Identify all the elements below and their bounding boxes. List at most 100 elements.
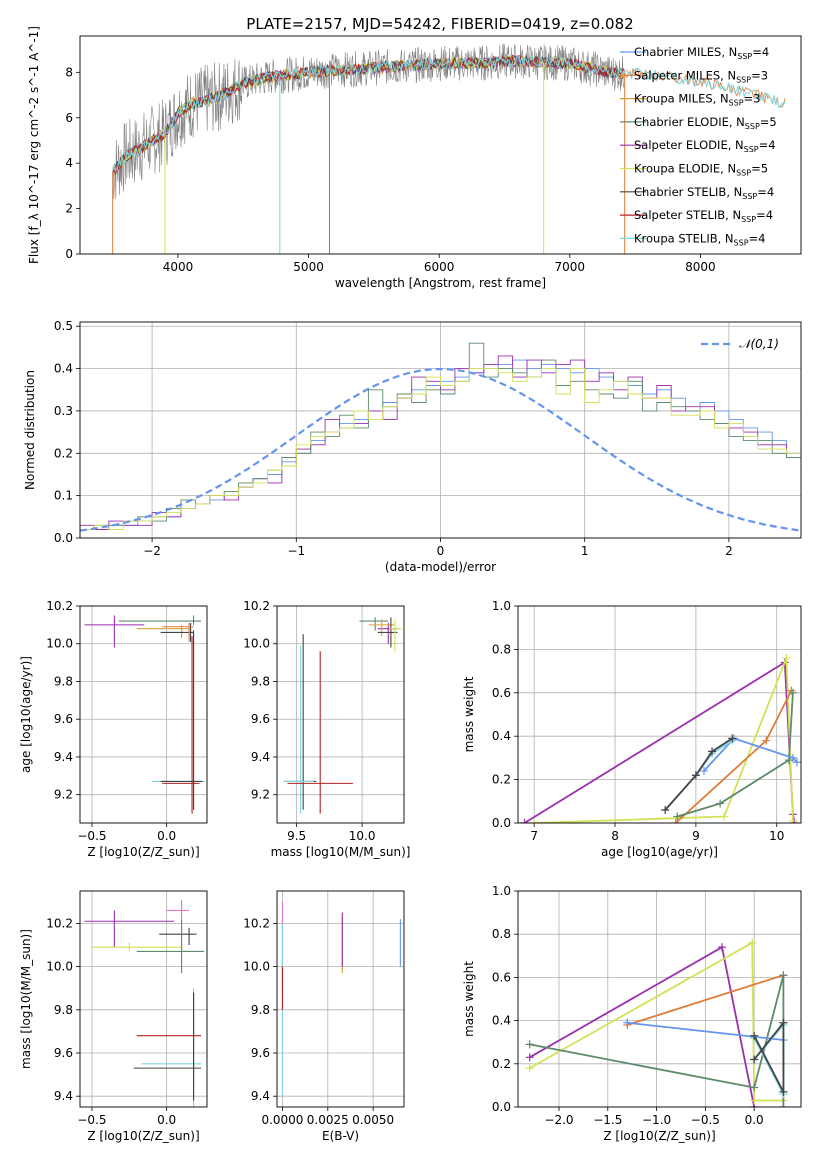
x-tick-label: 9 — [692, 829, 700, 843]
point-marker — [782, 654, 791, 663]
y-tick-label: 0.8 — [492, 642, 511, 656]
axes-frame — [79, 890, 208, 1108]
model-line — [112, 54, 786, 172]
y-axis-label: mass weight — [462, 676, 476, 752]
point-marker — [788, 688, 797, 697]
x-axis-label: Z [log10(Z/Z_sun)] — [87, 1129, 199, 1143]
x-tick-label: 0.0 — [157, 1113, 176, 1127]
legend-label: Salpeter STELIB, NSSP=4 — [634, 208, 773, 224]
plot-body — [525, 938, 788, 1107]
plot-body — [84, 615, 206, 814]
y-tick-label: 8 — [65, 65, 73, 79]
mass-weight-series — [627, 1021, 784, 1041]
y-tick-label: 9.8 — [251, 674, 270, 688]
point-marker — [748, 938, 757, 947]
point-marker — [699, 766, 708, 775]
axes-frame — [276, 605, 405, 824]
point-marker — [716, 799, 725, 808]
point-marker — [671, 819, 680, 823]
legend-label: 𝒩(0,1) — [739, 337, 779, 351]
x-tick-label: −0.5 — [77, 1113, 106, 1127]
point-marker — [525, 1053, 534, 1062]
y-tick-label: 9.2 — [54, 788, 73, 802]
plot-body — [283, 617, 402, 814]
y-tick-label: 1.0 — [492, 884, 511, 898]
axes-frame — [79, 605, 208, 824]
y-tick-label: 0.5 — [54, 319, 73, 333]
x-tick-label: 4000 — [163, 260, 194, 274]
x-axis-label: wavelength [Angstrom, rest frame] — [335, 276, 546, 290]
legend-label: Chabrier MILES, NSSP=4 — [634, 45, 769, 61]
y-tick-label: 10.0 — [243, 960, 270, 974]
x-tick-label: 8000 — [685, 260, 716, 274]
axes-frame — [79, 35, 802, 255]
legend-label: Kroupa ELODIE, NSSP=5 — [634, 162, 768, 178]
x-tick-label: 5000 — [293, 260, 324, 274]
point-marker — [673, 812, 682, 821]
x-tick-label: 0.0025 — [307, 1113, 349, 1127]
point-marker — [525, 1064, 534, 1073]
point-marker — [750, 1055, 759, 1064]
point-marker — [750, 1083, 759, 1092]
y-tick-label: 1.0 — [492, 599, 511, 613]
y-tick-label: 9.4 — [251, 1089, 270, 1103]
legend-label: Kroupa STELIB, NSSP=4 — [634, 231, 765, 247]
y-axis-label: age [log10(age/yr)] — [19, 656, 33, 773]
x-tick-label: 0.0 — [745, 1113, 764, 1127]
data-spectrum — [112, 43, 625, 200]
point-marker — [750, 1031, 759, 1040]
x-tick-label: 6000 — [424, 260, 455, 274]
chart-massweight-vs-age: 7 8 9 10 0.0 0.2 0.4 0.6 0.8 1.0 age [log10(age/yr… — [462, 599, 802, 859]
x-axis-label: Z [log10(Z/Z_sun)] — [87, 845, 199, 859]
x-tick-label: −0.5 — [77, 829, 106, 843]
x-tick-label: 10 — [769, 829, 784, 843]
y-axis-label: Normed distribution — [23, 370, 37, 490]
point-marker — [779, 1018, 788, 1027]
point-marker — [525, 1040, 534, 1049]
plot-body — [112, 43, 786, 254]
chart-age-vs-z: −0.5 0.0 9.2 9.4 9.6 9.8 10.0 10.2 Z [log10(Z/Z_… — [19, 599, 208, 859]
x-tick-label: −1 — [287, 544, 305, 558]
mass-weight-series — [677, 692, 794, 818]
point-marker — [779, 971, 788, 980]
histogram-series — [80, 368, 801, 538]
point-marker — [788, 816, 797, 823]
histogram-series — [80, 355, 801, 538]
x-axis-label: age [log10(age/yr)] — [601, 845, 718, 859]
y-tick-label: 0.2 — [54, 446, 73, 460]
y-tick-label: 0.4 — [54, 362, 73, 376]
plot-body — [281, 901, 401, 1097]
y-tick-label: 0.0 — [492, 1100, 511, 1114]
mass-weight-series — [664, 737, 733, 811]
x-tick-label: 1 — [581, 544, 589, 558]
gaussian-curve — [80, 367, 801, 532]
point-marker — [728, 734, 737, 743]
y-tick-label: 4 — [65, 156, 73, 170]
point-marker — [750, 1096, 759, 1105]
y-tick-label: 10.2 — [243, 599, 270, 613]
y-tick-label: 9.6 — [54, 1046, 73, 1060]
mass-weight-series — [703, 737, 798, 772]
axes-frame — [517, 890, 802, 1108]
plot-body — [80, 342, 801, 538]
chart-mass-vs-ebv: 0.0000 0.0025 0.0050 9.4 9.6 9.8 10.0 10.2 E(B-V… — [243, 890, 405, 1143]
point-marker — [661, 805, 670, 814]
x-tick-label: 7000 — [555, 260, 586, 274]
point-marker — [691, 771, 700, 780]
y-axis-label: mass weight — [462, 961, 476, 1037]
x-tick-label: 10.0 — [349, 829, 376, 843]
chart-age-vs-mass: 9.5 10.0 9.2 9.4 9.6 9.8 10.0 10.2 mass [log10(M… — [243, 599, 410, 859]
figure-title: PLATE=2157, MJD=54242, FIBERID=0419, z=0… — [246, 15, 633, 33]
y-tick-label: 9.8 — [54, 674, 73, 688]
point-marker — [792, 758, 801, 767]
x-tick-label: −2.0 — [544, 1113, 573, 1127]
x-tick-label: 7 — [530, 829, 538, 843]
x-axis-label: E(B-V) — [322, 1129, 359, 1143]
point-marker — [788, 753, 797, 762]
point-marker — [762, 736, 771, 745]
y-tick-label: 9.4 — [251, 750, 270, 764]
legend-label: Chabrier STELIB, NSSP=4 — [634, 185, 774, 201]
y-tick-label: 0.0 — [54, 531, 73, 545]
y-tick-label: 0.1 — [54, 489, 73, 503]
